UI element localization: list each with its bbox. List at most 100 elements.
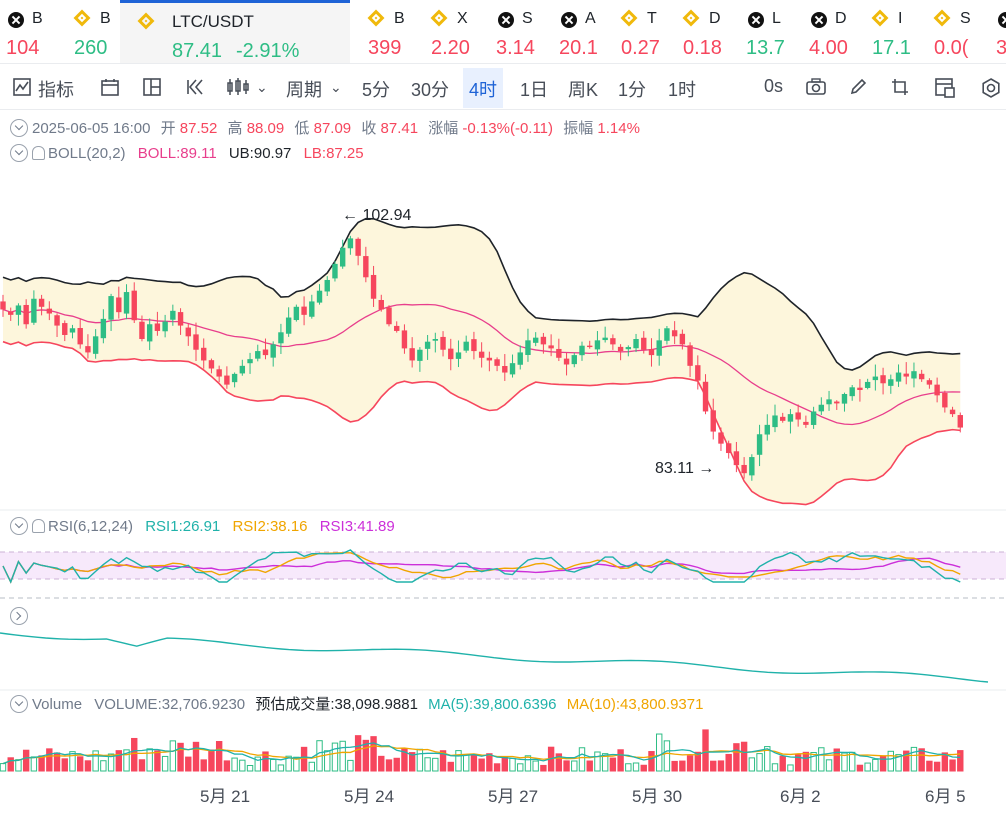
volume-bar xyxy=(949,759,956,772)
volume-ma5-line xyxy=(2,742,961,765)
open-value: 87.52 xyxy=(179,120,218,137)
volume-bar xyxy=(185,756,192,772)
volume-bar xyxy=(733,743,740,772)
interval-30m[interactable]: 30分 xyxy=(411,80,450,100)
boll-alert-bell-icon[interactable] xyxy=(32,146,45,160)
bnb-icon xyxy=(620,9,638,27)
volume-bar xyxy=(470,753,478,772)
pencil-icon[interactable] xyxy=(848,77,868,97)
candle-body xyxy=(834,401,840,404)
interval-1w[interactable]: 周K xyxy=(568,80,599,100)
interval-1d[interactable]: 1日 xyxy=(520,80,549,100)
interval-1h[interactable]: 1时 xyxy=(668,80,697,100)
rsi-label: RSI(6,12,24) xyxy=(48,518,134,535)
volume-bar xyxy=(486,753,493,772)
candle-body xyxy=(478,351,485,358)
candle-body xyxy=(46,308,53,314)
volume-bar xyxy=(347,759,354,772)
volume-bar xyxy=(285,755,292,772)
candle-body xyxy=(926,380,933,385)
volume-bar xyxy=(918,748,925,772)
low-annotation: 83.11 → xyxy=(655,460,715,477)
volume-toggle-chevron-icon[interactable] xyxy=(10,695,28,713)
candle-body xyxy=(38,298,45,307)
volume-bar xyxy=(146,748,153,772)
candle-body xyxy=(463,341,469,351)
ticker-tab[interactable]: D 4.00 xyxy=(803,0,863,63)
candle-body xyxy=(702,381,709,412)
ticker-tab-active[interactable]: LTC/USDT 87.41 -2.91% xyxy=(120,0,350,63)
volume-bar xyxy=(818,747,825,772)
candle-body xyxy=(201,347,207,361)
candle-body xyxy=(116,297,122,313)
candle-body xyxy=(231,373,238,383)
interval-1m[interactable]: 1分 xyxy=(618,80,647,100)
ticker-tab[interactable]: X 2.20 xyxy=(425,0,485,63)
candle-body xyxy=(849,387,855,397)
candle-body xyxy=(556,348,562,358)
ticker-tab[interactable]: B 399 xyxy=(362,0,422,63)
volume-bar xyxy=(408,752,416,772)
boll-toggle-chevron-icon[interactable] xyxy=(10,144,28,162)
period-chevron-icon[interactable]: ⌄ xyxy=(330,79,342,95)
indicator-button[interactable]: 指标 xyxy=(38,80,74,100)
volume-bar xyxy=(586,760,593,772)
pane-expand-chevron-icon[interactable] xyxy=(10,607,28,625)
candle-type-icon[interactable] xyxy=(226,77,249,97)
chart-toolbar: 指标 ⌄ 周期 ⌄ 5分 30分 4时 1日 周K 1分 1时 0s xyxy=(0,64,1006,110)
candle-body xyxy=(872,376,879,381)
ticker-tab[interactable]: 33 xyxy=(990,0,1006,63)
volume-bar xyxy=(609,757,617,772)
period-dropdown[interactable]: 周期 xyxy=(286,80,322,100)
layout-icon[interactable] xyxy=(142,77,162,97)
settings-gear-icon[interactable] xyxy=(980,77,1000,98)
candle-body xyxy=(764,424,770,435)
ticker-tab[interactable]: L 13.7 xyxy=(740,0,800,63)
candle-body xyxy=(664,328,670,341)
candle-body xyxy=(942,392,948,408)
ticker-tab[interactable]: S 0.0( xyxy=(928,0,988,63)
candle-body xyxy=(139,321,145,339)
interval-5m[interactable]: 5分 xyxy=(362,80,391,100)
ticker-tab[interactable]: B 260 xyxy=(68,0,128,63)
ticker-tab[interactable]: T 0.27 xyxy=(615,0,675,63)
ticker-tab[interactable]: A 20.1 xyxy=(553,0,613,63)
rewind-icon[interactable] xyxy=(186,77,206,97)
rsi1-line xyxy=(2,549,961,584)
candle-body xyxy=(502,366,508,373)
crop-icon[interactable] xyxy=(890,77,910,97)
indicator-icon[interactable] xyxy=(12,77,32,97)
candle-body xyxy=(625,347,632,350)
ticker-price: 4.00 xyxy=(809,37,848,59)
candle-body xyxy=(641,337,647,350)
rsi1-value: RSI1:26.91 xyxy=(145,518,221,535)
volume-bar xyxy=(779,755,786,772)
candle-body xyxy=(710,410,716,432)
ohlc-toggle-chevron-icon[interactable] xyxy=(10,119,28,137)
candle-body xyxy=(208,360,215,369)
volume-bar xyxy=(69,751,76,772)
volume-bar xyxy=(501,756,509,772)
candle-body xyxy=(656,340,662,356)
volume-bar xyxy=(169,740,177,772)
volume-bar xyxy=(601,753,609,772)
candle-body xyxy=(386,307,392,325)
ticker-tab[interactable]: B 104 xyxy=(0,0,60,63)
candle-type-chevron-icon[interactable]: ⌄ xyxy=(256,79,268,95)
camera-icon[interactable] xyxy=(805,77,826,97)
interval-4h[interactable]: 4时 xyxy=(463,68,504,108)
volume-bar xyxy=(941,752,949,772)
ticker-tab[interactable]: S 3.14 xyxy=(490,0,550,63)
calendar-icon[interactable] xyxy=(100,77,120,97)
volume-bar xyxy=(115,750,122,772)
rsi-alert-bell-icon[interactable] xyxy=(32,519,45,533)
ticker-price: 104 xyxy=(6,37,40,59)
candle-body xyxy=(787,414,794,422)
change-value: -0.13%(-0.11) xyxy=(462,120,554,137)
ticker-tab[interactable]: I 17.1 xyxy=(866,0,926,63)
volume-bar xyxy=(192,741,200,772)
rsi-toggle-chevron-icon[interactable] xyxy=(10,517,28,535)
ticker-tab[interactable]: D 0.18 xyxy=(677,0,737,63)
template-icon[interactable] xyxy=(934,77,955,98)
